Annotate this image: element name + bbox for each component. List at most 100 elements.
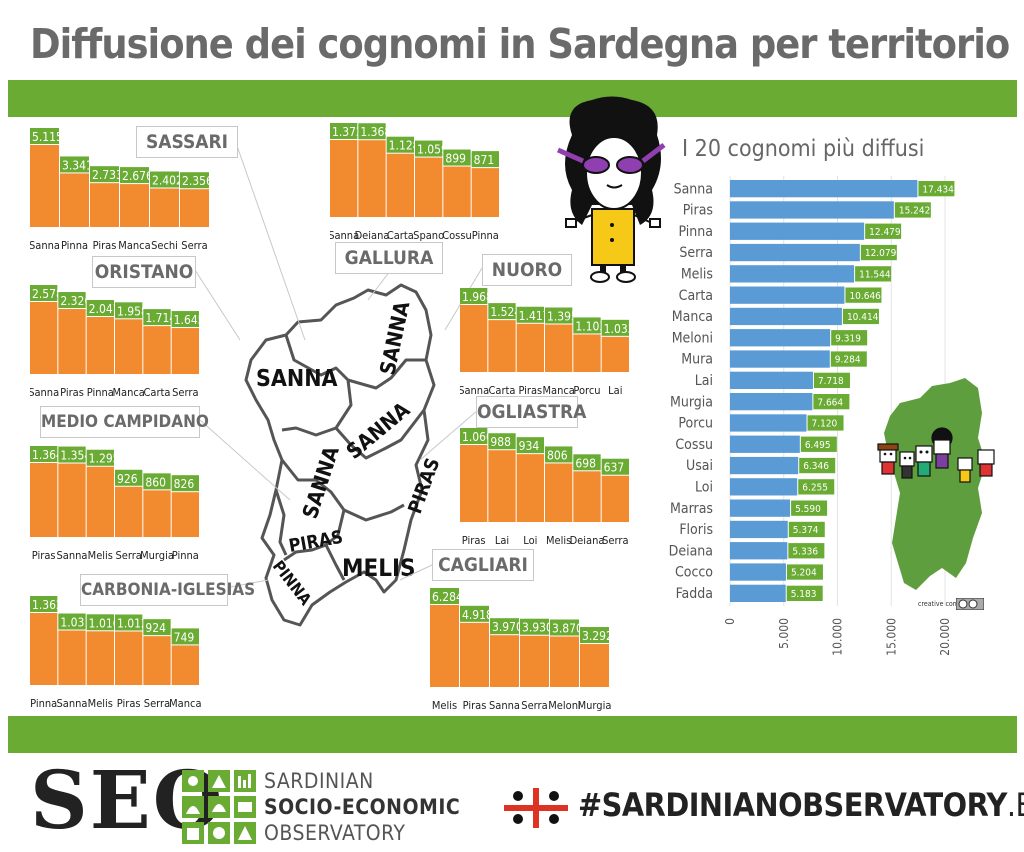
category-label: Sanna: [57, 549, 88, 562]
bar: [330, 140, 358, 217]
data-label-bg: [86, 614, 114, 631]
bar: [730, 329, 831, 347]
data-label: 1.645: [174, 313, 205, 327]
data-label: 3.870: [552, 622, 583, 636]
data-label-bg: [520, 618, 549, 635]
data-label: 860: [145, 475, 166, 489]
data-label: 6.284: [432, 590, 463, 604]
category-label: Sanna: [489, 699, 520, 712]
creative-commons-logo: creative commons: [918, 600, 977, 608]
category-label: Sanna: [674, 181, 713, 197]
category-label: Piras: [117, 697, 141, 710]
data-label: 5.204: [791, 568, 817, 579]
data-label: 1.012: [117, 617, 148, 631]
x-tick-label: 15.000: [884, 618, 898, 656]
category-label: Manca: [542, 384, 574, 397]
bar: [386, 153, 414, 217]
data-label: 9.284: [835, 355, 861, 366]
sardinia-province-map: SANNA SANNA SANNA SANNA PIRAS PIRAS PINN…: [244, 283, 444, 627]
data-label: 4.918: [462, 608, 493, 622]
data-label-bg: [171, 311, 199, 328]
category-label: Floris: [679, 522, 713, 538]
category-label: Melis: [88, 697, 113, 710]
bar: [730, 243, 860, 262]
data-label: 1.362: [32, 598, 63, 612]
category-label: Manca: [118, 239, 150, 252]
data-label: 10.414: [847, 312, 879, 323]
bar: [545, 463, 573, 522]
data-label: 698: [575, 456, 596, 470]
category-label: Serra: [172, 386, 198, 399]
data-label: 1.060: [462, 430, 493, 444]
category-label: Cocco: [675, 565, 713, 581]
top20-chart-title: I 20 cognomi più diffusi: [682, 136, 925, 162]
bar: [730, 456, 799, 475]
category-label: Sanna: [330, 229, 359, 242]
data-label: 11.544: [859, 270, 891, 281]
category-label: Porcu: [573, 384, 600, 397]
data-label: 3.930: [522, 621, 553, 635]
data-label: 1.295: [89, 452, 120, 466]
data-label: 6.255: [802, 483, 828, 494]
data-label-bg: [490, 618, 519, 635]
data-label: 1.372: [332, 125, 363, 139]
data-label-bg: [115, 614, 143, 631]
data-label-bg: [830, 351, 867, 367]
bar: [730, 478, 798, 496]
data-label-bg: [791, 500, 828, 516]
category-label: Manca: [112, 386, 144, 399]
data-label-bg: [798, 479, 835, 495]
data-label: 1.059: [417, 143, 448, 157]
category-label: Pinna: [30, 697, 57, 710]
bar: [171, 645, 199, 685]
data-label-bg: [171, 628, 199, 645]
category-label: Piras: [60, 386, 84, 399]
category-label: Serra: [144, 697, 170, 710]
map-label: MELIS: [342, 554, 416, 582]
hashtag-domain: .EU: [1006, 786, 1024, 824]
data-label-bg: [573, 454, 601, 471]
category-label: Deiana: [669, 543, 713, 559]
data-label-bg: [143, 473, 171, 490]
category-label: Loi: [523, 534, 537, 547]
data-label: 899: [445, 152, 466, 166]
data-label: 5.374: [793, 525, 819, 536]
bar: [488, 450, 516, 522]
data-label-bg: [545, 446, 573, 463]
data-label: 10.646: [849, 291, 881, 302]
bar: [730, 563, 786, 581]
bar: [516, 323, 544, 372]
data-label: 988: [490, 435, 511, 449]
data-label: 1.103: [575, 319, 606, 333]
data-label-bg: [30, 128, 59, 144]
data-label-bg: [488, 433, 516, 450]
data-label: 6.346: [803, 461, 829, 472]
category-label: Pinna: [61, 239, 88, 252]
data-label: 3.341: [62, 158, 93, 172]
category-label: Lai: [695, 373, 713, 389]
chart-top20-surnames: 0 5.000 10.000 15.000 20.000 17.434 Sanna 15.24…: [669, 176, 955, 656]
category-label: Piras: [32, 549, 56, 562]
data-label: 1.354: [60, 449, 91, 463]
data-label: 2.676: [122, 169, 153, 183]
bar: [730, 435, 800, 453]
seo-icon-grid: [182, 770, 256, 844]
category-label: Cossu: [442, 229, 472, 242]
data-label-bg: [460, 605, 489, 622]
chart-nuoro: 1.968 Sanna 1.524 Carta 1.417 Piras 1.395 Manca…: [460, 288, 635, 397]
bar: [730, 222, 865, 240]
category-label: Sanna: [57, 697, 88, 710]
chart-gallura: 1.372 Sanna 1.368 Deiana 1.128 Carta 1.059 Span…: [330, 123, 499, 242]
category-label: Deiana: [355, 229, 390, 242]
bar: [58, 309, 86, 374]
data-label-bg: [865, 223, 902, 239]
data-label-bg: [460, 288, 488, 304]
bar: [120, 184, 149, 227]
data-label: 7.664: [817, 397, 843, 408]
data-label: 7.718: [818, 376, 844, 387]
data-label-bg: [573, 317, 601, 334]
data-label-bg: [58, 613, 86, 630]
province-label-cagliari: CAGLIARI: [432, 549, 534, 581]
data-label: 5.590: [795, 504, 821, 515]
